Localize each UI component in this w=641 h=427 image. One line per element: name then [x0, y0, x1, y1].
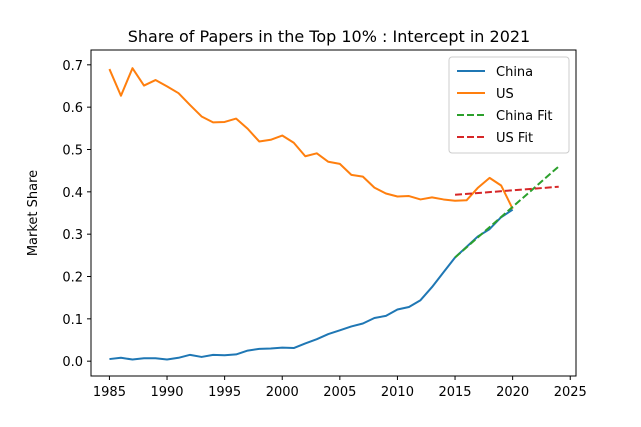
- x-tick-label: 2020: [496, 385, 529, 400]
- y-tick-label: 0.2: [62, 271, 83, 286]
- x-tick-label: 2015: [438, 385, 471, 400]
- legend-label-china: China: [496, 65, 533, 80]
- chart-title: Share of Papers in the Top 10% : Interce…: [128, 27, 530, 46]
- y-axis: 0.0 0.1 0.2 0.3 0.4 0.5 0.6 0.7: [62, 59, 91, 370]
- legend-label-us-fit: US Fit: [496, 131, 533, 146]
- x-axis: 1985 1990 1995 2000 2005 2010 2015 2020 2025: [93, 376, 587, 400]
- y-tick-label: 0.0: [62, 355, 83, 370]
- legend-label-us: US: [496, 87, 514, 102]
- x-tick-label: 1995: [208, 385, 241, 400]
- series-line-china: [109, 208, 514, 361]
- series-layer: [108, 67, 560, 361]
- series-line-us-fit: [454, 185, 559, 196]
- y-tick-label: 0.6: [62, 101, 83, 116]
- x-tick-label: 1985: [93, 385, 126, 400]
- x-tick-label: 2005: [323, 385, 356, 400]
- legend-box: [448, 56, 570, 154]
- plot-area-frame: [90, 49, 577, 377]
- y-tick-label: 0.1: [62, 313, 83, 328]
- x-tick-label: 2000: [266, 385, 299, 400]
- y-tick-label: 0.4: [62, 186, 83, 201]
- series-line-us: [108, 67, 514, 210]
- y-tick-label: 0.5: [62, 143, 83, 158]
- y-tick-label: 0.7: [62, 59, 83, 74]
- y-tick-label: 0.3: [62, 228, 83, 243]
- x-tick-label: 2010: [381, 385, 414, 400]
- x-tick-label: 2025: [554, 385, 587, 400]
- series-line-china-fit: [454, 165, 560, 259]
- y-axis-title: Market Share: [26, 170, 41, 256]
- legend-items: China US China Fit US Fit: [457, 65, 553, 146]
- x-tick-label: 1990: [150, 385, 183, 400]
- legend-label-china-fit: China Fit: [496, 109, 553, 124]
- legend: China US China Fit US Fit: [448, 56, 570, 154]
